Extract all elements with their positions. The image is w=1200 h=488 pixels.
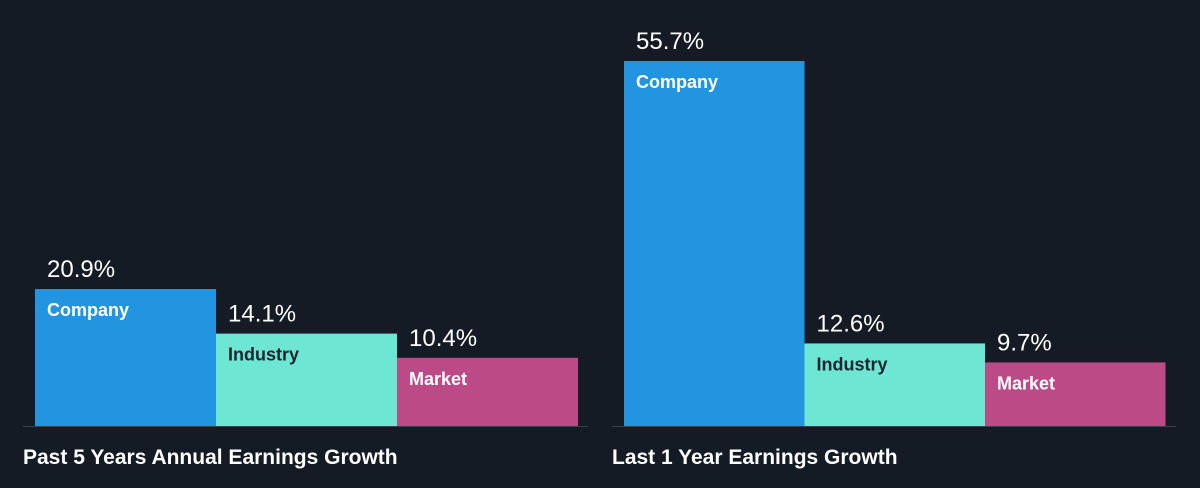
bar-market — [397, 357, 578, 426]
bar-industry — [216, 333, 397, 426]
bar-value-label-company: 20.9% — [47, 256, 115, 283]
bar-company — [35, 289, 216, 426]
bar-category-label-industry: Industry — [228, 345, 299, 365]
bar-category-label-market: Market — [409, 369, 467, 389]
bar-value-label-market: 10.4% — [409, 325, 477, 352]
bar-value-label-industry: 12.6% — [817, 310, 885, 337]
bar-value-label-industry: 14.1% — [228, 301, 296, 328]
bar-market — [985, 362, 1166, 426]
bar-category-label-industry: Industry — [817, 354, 888, 374]
bar-value-label-market: 9.7% — [997, 329, 1052, 356]
bar-category-label-company: Company — [47, 300, 129, 320]
bar-category-label-market: Market — [997, 373, 1055, 393]
chart-panel-1: Company 20.9% Industry 14.1% Market 10.4% Past… — [23, 256, 588, 469]
bar-industry — [804, 343, 985, 426]
chart-panel-2: Company 55.7% Industry 12.6% Market 9.7% Last … — [612, 28, 1176, 469]
bar-value-label-company: 55.7% — [636, 28, 704, 55]
chart-title: Past 5 Years Annual Earnings Growth — [23, 446, 398, 469]
chart-title: Last 1 Year Earnings Growth — [612, 446, 898, 469]
bar-company — [624, 61, 805, 426]
bar-category-label-company: Company — [636, 72, 718, 92]
